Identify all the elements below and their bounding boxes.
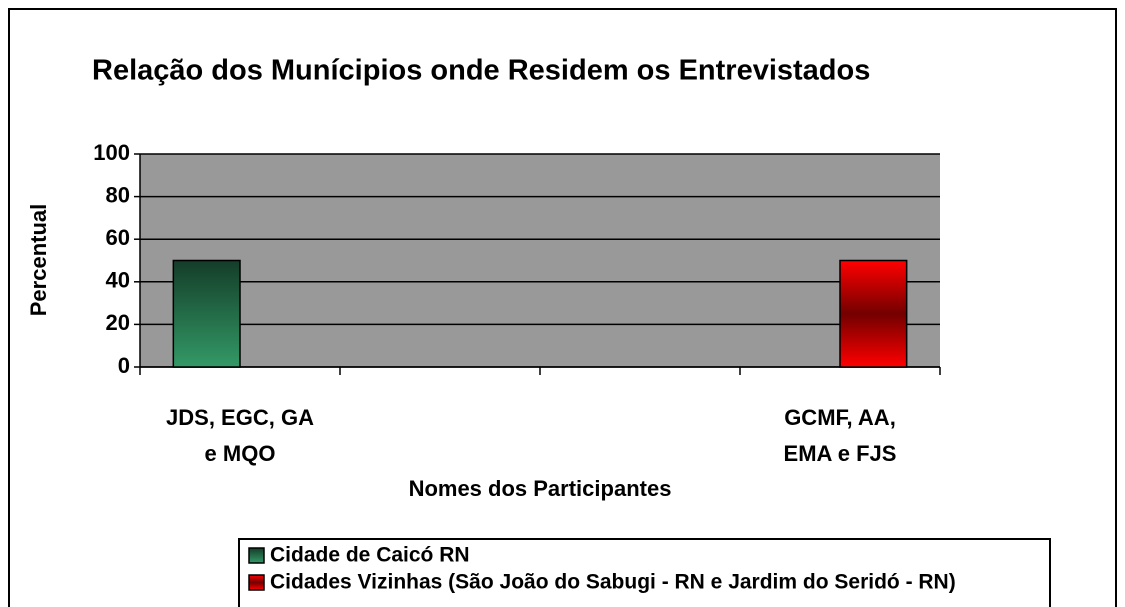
legend-label: Cidade de Caicó RN: [270, 544, 470, 567]
y-tick-label: 80: [106, 182, 130, 207]
y-tick-label: 60: [106, 225, 130, 250]
legend-swatch: [248, 574, 265, 591]
legend-label: Cidades Vizinhas (São João do Sabugi - R…: [270, 571, 956, 594]
bar: [172, 259, 241, 368]
x-tick-label: GCMF, AA, EMA e FJS: [784, 405, 897, 466]
y-tick-label: 100: [93, 140, 130, 165]
y-tick-label: 40: [106, 268, 130, 293]
legend-swatch: [248, 547, 265, 564]
y-tick-label: 0: [118, 353, 130, 378]
y-tick-label: 20: [106, 310, 130, 335]
y-axis-label: Percentual: [26, 204, 51, 317]
plot-area: [140, 154, 940, 367]
legend-box: [238, 538, 1051, 607]
chart-title: Relação dos Munícipios onde Residem os E…: [92, 55, 870, 87]
x-tick-label: JDS, EGC, GA e MQO: [166, 405, 314, 466]
bar: [839, 259, 908, 368]
x-axis-label: Nomes dos Participantes: [409, 476, 672, 501]
